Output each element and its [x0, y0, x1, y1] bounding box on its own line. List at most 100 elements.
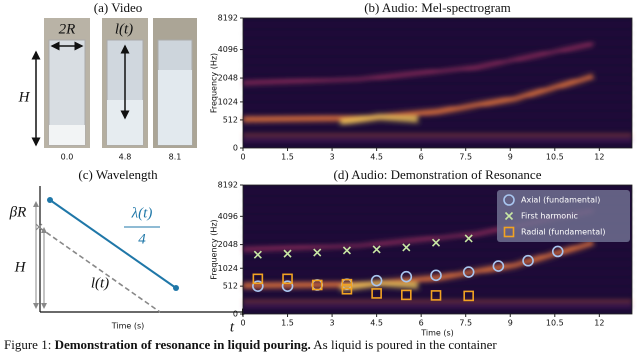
x-tick-label: 12 — [594, 153, 604, 162]
legend-marker — [504, 211, 514, 221]
spectral-band — [242, 74, 594, 122]
annotation: 2R — [59, 21, 76, 37]
caption-text: As liquid is poured in the container — [313, 337, 497, 352]
x-tick-label: 12 — [594, 319, 604, 328]
caption-bold: Demonstration of resonance in liquid pou… — [55, 337, 311, 352]
marker — [281, 280, 294, 292]
x-tick-label: 1.5 — [281, 153, 294, 162]
y-tick-label: 1024 — [218, 264, 238, 273]
marker — [400, 270, 413, 283]
marker — [370, 274, 383, 287]
marker — [253, 250, 262, 259]
x-tick-label: 6 — [419, 153, 424, 162]
y-tick-label: 4096 — [218, 45, 238, 54]
y-tick-label: 0 — [233, 310, 238, 319]
marker — [464, 234, 473, 243]
x-tick-label: 9 — [508, 319, 513, 328]
cross — [35, 223, 43, 231]
x-tick-label: 3 — [330, 319, 335, 328]
level-line — [39, 227, 161, 313]
x-tick-label: 10.5 — [546, 319, 564, 328]
legend-box — [497, 190, 630, 242]
y-tick-label: 2048 — [218, 240, 238, 249]
y-axis-label: Frequency (Hz) — [210, 219, 219, 279]
legend-label: First harmonic — [521, 212, 578, 221]
label: 4 — [138, 231, 146, 247]
axis-label: Time (s) — [111, 322, 145, 331]
label: βR — [9, 204, 27, 220]
x-tick-label: 4.5 — [370, 319, 383, 328]
panel-title: (a) Video — [94, 0, 142, 15]
x-tick-label: 4.5 — [370, 153, 383, 162]
y-tick-label: 8192 — [218, 181, 238, 190]
panel-title: (d) Audio: Demonstration of Resonance — [334, 167, 542, 182]
marker — [463, 290, 474, 302]
y-tick-label: 512 — [223, 115, 238, 124]
label: l(t) — [91, 275, 109, 291]
wavelength-line — [49, 199, 177, 289]
spectral-band — [339, 113, 419, 125]
marker — [551, 245, 564, 258]
marker — [311, 279, 323, 291]
annotation: l(t) — [115, 21, 133, 37]
annotation: H — [18, 89, 31, 105]
x-tick-label: 0 — [240, 153, 245, 162]
x-tick-label: 6 — [419, 319, 424, 328]
marker — [402, 243, 411, 252]
x-tick-label: 7.5 — [459, 319, 472, 328]
label: λ(t) — [131, 205, 153, 221]
x-tick-label: 9 — [508, 153, 513, 162]
legend-marker — [503, 194, 515, 206]
panel-title: (c) Wavelength — [78, 167, 158, 182]
y-tick-label: 4096 — [218, 212, 238, 221]
y-tick-label: 512 — [223, 282, 238, 291]
y-tick-label: 1024 — [218, 97, 238, 106]
caption-label: Figure 1: — [4, 337, 51, 352]
plot-frame — [242, 184, 633, 315]
spectrogram-texture — [242, 24, 632, 142]
marker — [283, 249, 292, 258]
marker — [462, 266, 475, 278]
y-tick-label: 0 — [233, 144, 238, 153]
marker — [341, 283, 353, 295]
legend-marker — [503, 226, 515, 238]
marker — [313, 248, 322, 257]
label: H — [14, 259, 27, 275]
point — [47, 197, 53, 203]
panel-title: (b) Audio: Mel-spectrogram — [364, 0, 511, 15]
frame-label: 4.8 — [119, 153, 132, 162]
video-frames — [44, 18, 197, 148]
marker — [492, 260, 505, 272]
x-tick-label: 1.5 — [281, 319, 294, 328]
spectral-band — [242, 240, 594, 289]
x-tick-label: 10.5 — [546, 153, 564, 162]
marker — [430, 290, 442, 301]
frame-label: 0.0 — [61, 153, 74, 162]
x-tick-label: 0 — [240, 319, 245, 328]
marker — [522, 254, 534, 267]
marker — [282, 273, 293, 285]
marker — [430, 269, 442, 282]
frame-label: 8.1 — [169, 153, 182, 162]
y-tick-label: 8192 — [218, 14, 238, 23]
x-tick-label: 3 — [330, 153, 335, 162]
marker — [252, 280, 264, 292]
plot-frame — [242, 17, 633, 149]
y-axis-label: Frequency (Hz) — [210, 53, 219, 113]
legend-label: Axial (fundamental) — [521, 196, 600, 205]
marker — [431, 238, 441, 247]
legend-label: Radial (fundamental) — [521, 228, 605, 237]
marker — [371, 288, 382, 299]
spectral-band — [242, 42, 594, 85]
marker — [342, 246, 351, 255]
marker — [372, 245, 381, 254]
y-tick-label: 2048 — [218, 74, 238, 83]
marker — [252, 273, 264, 285]
caption: Figure 1: Demonstration of resonance in … — [4, 337, 497, 352]
marker — [401, 289, 412, 301]
point — [173, 285, 179, 291]
x-tick-label: 7.5 — [459, 153, 472, 162]
spectral-band — [339, 280, 419, 292]
x-axis-label: Time (s) — [420, 329, 454, 338]
